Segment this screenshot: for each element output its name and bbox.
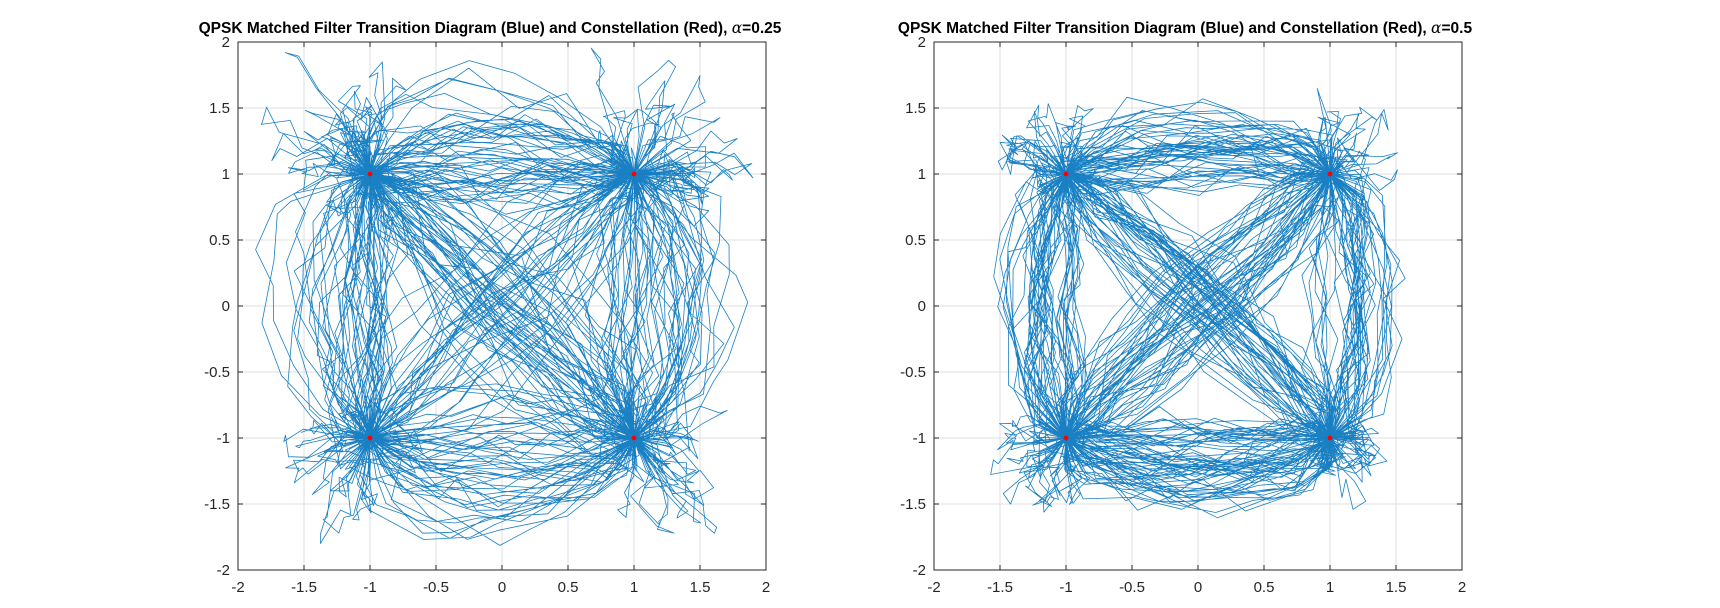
left-constellation-point <box>367 435 373 441</box>
right-y-tick-label: -1 <box>913 430 926 447</box>
right-constellation-point <box>1327 171 1333 177</box>
right-constellation-point <box>1063 435 1069 441</box>
left-y-tick-label: 2 <box>222 34 230 51</box>
left-y-tick-label: 0.5 <box>209 232 230 249</box>
right-y-tick-label: -0.5 <box>900 364 926 381</box>
right-x-tick-label: -2 <box>927 579 940 596</box>
left-constellation-point <box>631 435 637 441</box>
right-y-tick-label: 1 <box>918 166 926 183</box>
right-x-tick-label: 1.5 <box>1386 579 1407 596</box>
right-title-alpha-value: =0.5 <box>1441 20 1472 37</box>
left-y-tick-label: -0.5 <box>204 364 230 381</box>
left-y-tick-label: -1 <box>217 430 230 447</box>
right-x-tick-label: 2 <box>1458 579 1466 596</box>
right-x-tick-label: -1 <box>1059 579 1072 596</box>
left-constellation-point <box>367 171 373 177</box>
right-axes: -2 -1.5 -1 -0.5 0 0.5 1 1.5 2 2 1.5 1 0.5 0 -0.5 -1 -1.5… <box>900 34 1466 596</box>
left-y-tick-label: 0 <box>222 298 230 315</box>
left-x-tick-label: 2 <box>762 579 770 596</box>
left-y-tick-label: -2 <box>217 562 230 579</box>
left-x-tick-label: -1.5 <box>291 579 317 596</box>
left-x-tick-label: -2 <box>231 579 244 596</box>
left-x-tick-label: -1 <box>363 579 376 596</box>
left-title-text: QPSK Matched Filter Transition Diagram (… <box>199 20 732 37</box>
left-x-tick-label: 1.5 <box>690 579 711 596</box>
left-transition-trace <box>255 47 754 546</box>
right-title-text: QPSK Matched Filter Transition Diagram (… <box>898 20 1431 37</box>
left-y-tick-label: 1 <box>222 166 230 183</box>
right-x-tick-label: -1.5 <box>987 579 1013 596</box>
right-x-tick-label: 0.5 <box>1254 579 1275 596</box>
left-x-tick-label: 1 <box>630 579 638 596</box>
left-x-tick-label: 0.5 <box>558 579 579 596</box>
left-axes: -2 -1.5 -1 -0.5 0 0.5 1 1.5 2 2 1.5 1 0.5 0 -0.5 -1 -1.5… <box>204 34 770 596</box>
right-y-tick-label: -2 <box>913 562 926 579</box>
right-y-tick-label: 0.5 <box>905 232 926 249</box>
right-y-tick-label: 1.5 <box>905 100 926 117</box>
right-y-tick-label: -1.5 <box>900 496 926 513</box>
left-title-alpha-symbol: α <box>732 19 743 37</box>
right-constellation-point <box>1327 435 1333 441</box>
right-y-tick-label: 2 <box>918 34 926 51</box>
left-x-tick-label: -0.5 <box>423 579 449 596</box>
right-plot-title: QPSK Matched Filter Transition Diagram (… <box>898 19 1473 37</box>
left-y-tick-label: -1.5 <box>204 496 230 513</box>
right-x-tick-label: 0 <box>1194 579 1202 596</box>
left-x-tick-label: 0 <box>498 579 506 596</box>
left-y-tick-label: 1.5 <box>209 100 230 117</box>
right-y-tick-label: 0 <box>918 298 926 315</box>
right-x-tick-label: 1 <box>1326 579 1334 596</box>
left-constellation-point <box>631 171 637 177</box>
left-title-alpha-value: =0.25 <box>742 20 782 37</box>
right-title-alpha-symbol: α <box>1431 19 1442 37</box>
right-constellation-point <box>1063 171 1069 177</box>
left-plot-title: QPSK Matched Filter Transition Diagram (… <box>199 19 782 37</box>
right-transition-trace <box>990 88 1406 519</box>
right-x-tick-label: -0.5 <box>1119 579 1145 596</box>
